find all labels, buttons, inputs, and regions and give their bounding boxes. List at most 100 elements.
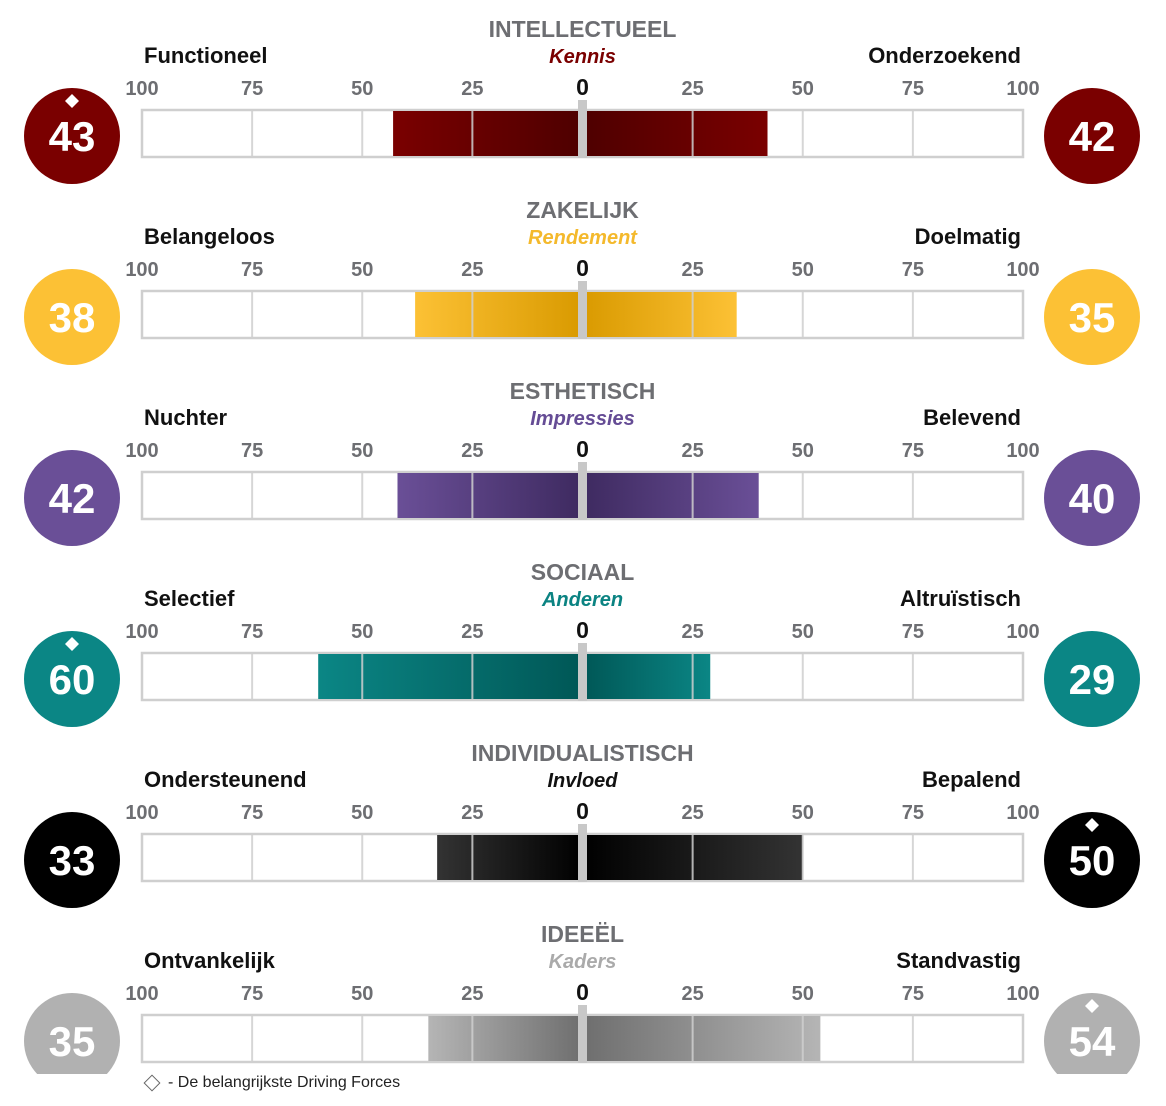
tick-label: 25 <box>461 621 483 643</box>
tick-label: 50 <box>792 259 814 281</box>
row-kaders: IDEEËL Kaders Ontvankelijk Standvastig 100 75… <box>24 921 1140 1074</box>
row-title: SOCIAAL <box>531 559 635 585</box>
row-invloed: INDIVIDUALISTISCH Invloed Ondersteunend Bep… <box>24 740 1140 908</box>
tick-label: 100 <box>1006 621 1039 643</box>
tick-label: 25 <box>461 983 483 1005</box>
left-label: Ontvankelijk <box>144 948 276 973</box>
row-title: IDEEËL <box>541 921 624 947</box>
bar-left <box>428 1016 583 1061</box>
bar-right <box>582 473 759 518</box>
score-circle <box>1044 631 1140 727</box>
tick-label: 100 <box>125 259 158 281</box>
score-circle <box>1044 450 1140 546</box>
bar-right <box>582 1016 821 1061</box>
tick-label: 0 <box>576 255 589 281</box>
tick-label: 25 <box>682 78 704 100</box>
tick-label: 50 <box>351 259 373 281</box>
right-label: Standvastig <box>896 948 1021 973</box>
score-circle <box>1044 269 1140 365</box>
legend-text: - De belangrijkste Driving Forces <box>168 1074 401 1091</box>
tick-label: 100 <box>125 802 158 824</box>
bar-left <box>393 111 583 156</box>
right-label: Doelmatig <box>915 224 1021 249</box>
score-circle <box>24 269 120 365</box>
score-value: 50 <box>1069 837 1116 884</box>
tick-label: 100 <box>125 440 158 462</box>
score-value: 33 <box>49 837 96 884</box>
score-value: 42 <box>1069 113 1116 160</box>
left-score-badge: 38 <box>24 269 120 365</box>
tick-label: 50 <box>792 621 814 643</box>
right-label: Belevend <box>923 405 1021 430</box>
key-diamond-icon <box>1085 818 1099 832</box>
right-label: Onderzoekend <box>868 43 1021 68</box>
score-circle <box>1044 88 1140 184</box>
bar-left <box>318 654 583 699</box>
row-subtitle: Anderen <box>541 589 623 611</box>
tick-label: 75 <box>902 78 924 100</box>
tick-label: 75 <box>902 802 924 824</box>
score-circle <box>24 88 120 184</box>
tick-label: 25 <box>461 802 483 824</box>
tick-label: 75 <box>241 440 263 462</box>
tick-label: 50 <box>351 440 373 462</box>
row-title: ZAKELIJK <box>526 197 639 223</box>
tick-label: 75 <box>902 440 924 462</box>
left-score-badge: 60 <box>24 631 120 727</box>
left-label: Ondersteunend <box>144 767 307 792</box>
key-diamond-icon <box>65 94 79 108</box>
score-circle <box>24 450 120 546</box>
score-value: 29 <box>1069 656 1116 703</box>
right-score-badge: 54 <box>1044 993 1140 1074</box>
tick-label: 75 <box>241 983 263 1005</box>
bar-left <box>437 835 583 880</box>
tick-label: 75 <box>902 983 924 1005</box>
score-circle <box>1044 993 1140 1074</box>
tick-label: 75 <box>241 621 263 643</box>
score-value: 38 <box>49 294 96 341</box>
tick-label: 25 <box>682 259 704 281</box>
right-label: Altruïstisch <box>900 586 1021 611</box>
row-title: INDIVIDUALISTISCH <box>471 740 693 766</box>
score-value: 35 <box>1069 294 1116 341</box>
score-circle <box>1044 812 1140 908</box>
key-diamond-icon <box>65 637 79 651</box>
bar-right <box>582 292 737 337</box>
row-rendement: ZAKELIJK Rendement Belangeloos Doelmatig 100… <box>24 197 1140 365</box>
row-anderen: SOCIAAL Anderen Selectief Altruïstisch 100 75… <box>24 559 1140 727</box>
center-marker <box>578 1005 587 1063</box>
tick-label: 25 <box>682 983 704 1005</box>
right-label: Bepalend <box>922 767 1021 792</box>
score-circle <box>24 812 120 908</box>
row-subtitle: Kaders <box>549 951 617 973</box>
diamond-outline-icon <box>143 1074 161 1092</box>
tick-label: 100 <box>125 621 158 643</box>
row-subtitle: Kennis <box>549 46 616 68</box>
score-value: 54 <box>1069 1018 1116 1065</box>
tick-label: 50 <box>792 440 814 462</box>
tick-label: 100 <box>1006 802 1039 824</box>
driving-forces-chart: INTELLECTUEEL Kennis Functioneel Onderzoeke… <box>24 16 1140 1074</box>
left-score-badge: 33 <box>24 812 120 908</box>
left-score-badge: 42 <box>24 450 120 546</box>
score-value: 42 <box>49 475 96 522</box>
tick-label: 25 <box>461 259 483 281</box>
tick-label: 25 <box>682 802 704 824</box>
right-score-badge: 35 <box>1044 269 1140 365</box>
bar-right <box>582 654 711 699</box>
tick-label: 50 <box>351 983 373 1005</box>
tick-label: 75 <box>902 621 924 643</box>
tick-label: 0 <box>576 798 589 824</box>
tick-label: 50 <box>351 621 373 643</box>
left-label: Nuchter <box>144 405 228 430</box>
right-score-badge: 29 <box>1044 631 1140 727</box>
tick-label: 50 <box>351 802 373 824</box>
left-score-badge: 35 <box>24 993 120 1074</box>
score-value: 35 <box>49 1018 96 1065</box>
tick-label: 100 <box>1006 78 1039 100</box>
tick-label: 0 <box>576 436 589 462</box>
center-marker <box>578 824 587 882</box>
score-value: 60 <box>49 656 96 703</box>
bar-left <box>397 473 583 518</box>
row-subtitle: Impressies <box>530 408 635 430</box>
